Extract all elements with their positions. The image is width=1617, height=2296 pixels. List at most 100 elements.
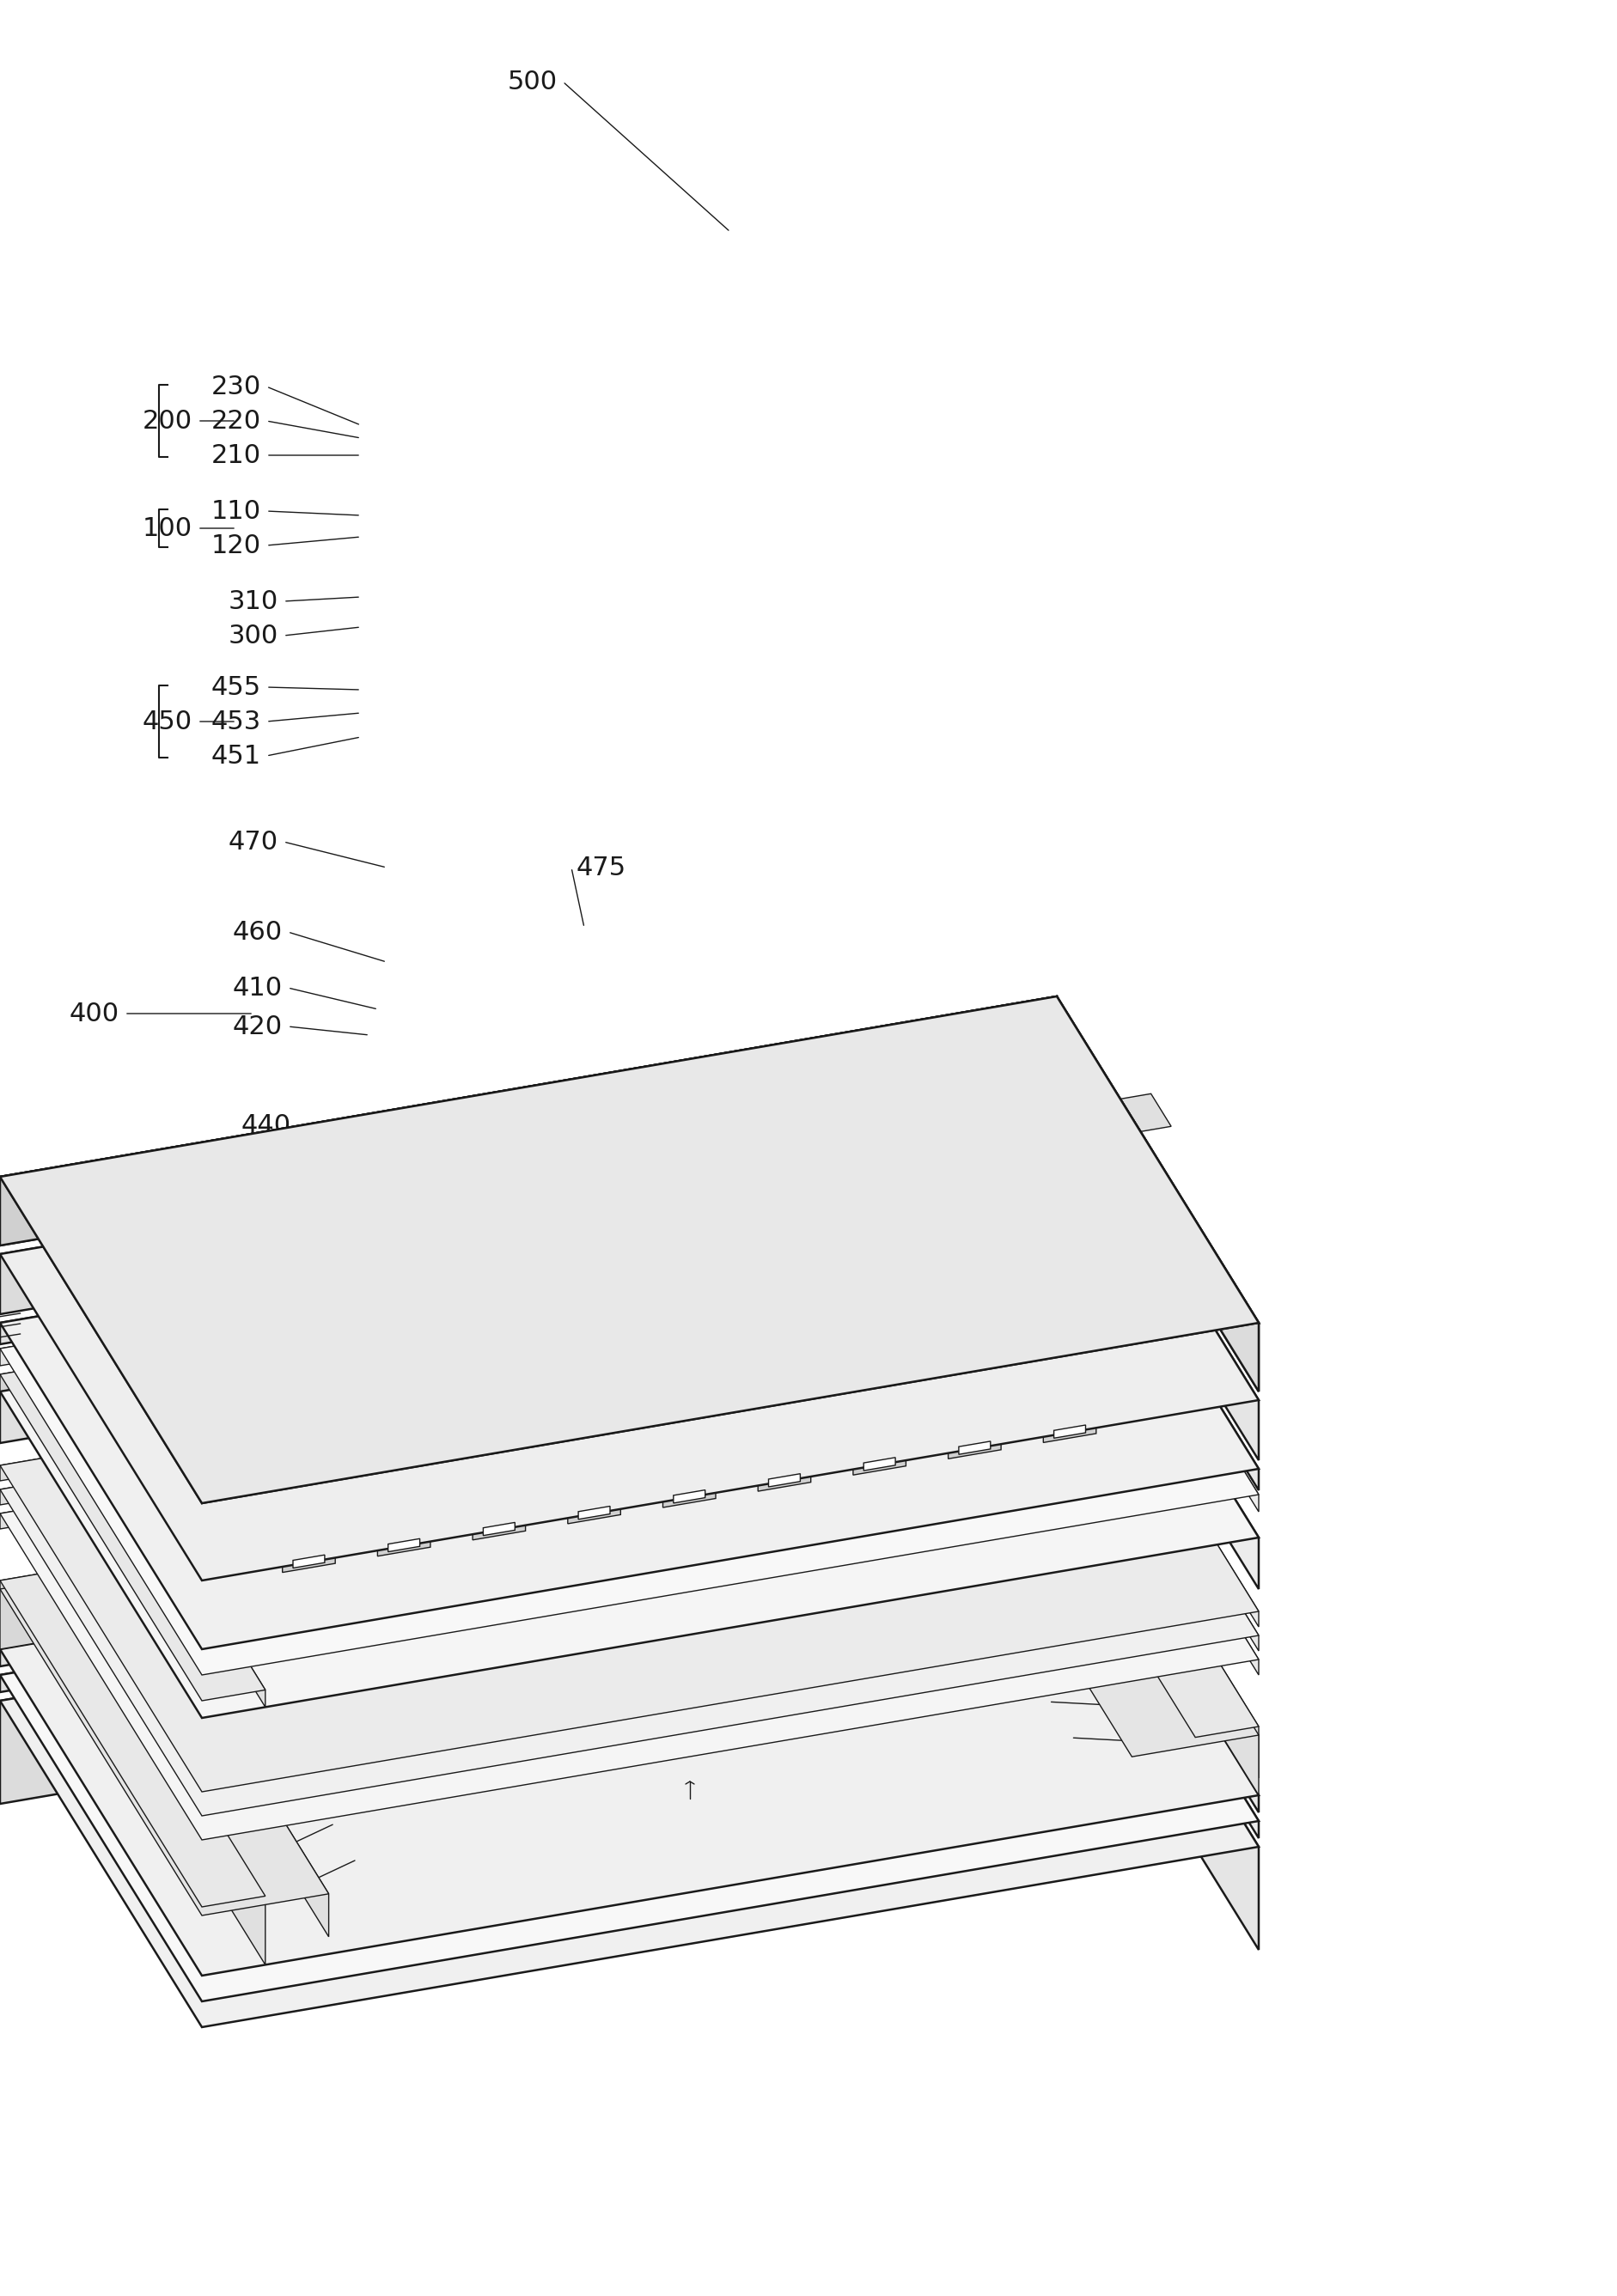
- Text: 450: 450: [142, 709, 192, 735]
- Polygon shape: [930, 1410, 1058, 1474]
- Polygon shape: [0, 1568, 328, 1915]
- Polygon shape: [183, 1694, 1197, 1906]
- Polygon shape: [1058, 996, 1258, 1391]
- Polygon shape: [483, 1522, 514, 1536]
- Polygon shape: [854, 1453, 906, 1474]
- Polygon shape: [1058, 1286, 1258, 1628]
- Polygon shape: [0, 1286, 1258, 1791]
- Text: 440: 440: [241, 1114, 291, 1139]
- Text: 451: 451: [212, 744, 262, 769]
- Polygon shape: [472, 1518, 526, 1541]
- Text: 110: 110: [212, 498, 262, 523]
- Text: 310: 310: [228, 588, 278, 613]
- Polygon shape: [197, 1717, 1211, 1929]
- Text: 120: 120: [212, 533, 262, 558]
- Polygon shape: [388, 1538, 420, 1552]
- Text: 200: 200: [142, 409, 192, 434]
- Polygon shape: [568, 1502, 621, 1525]
- Polygon shape: [1058, 1334, 1258, 1676]
- Polygon shape: [283, 1550, 335, 1573]
- Polygon shape: [68, 1511, 1082, 1722]
- Polygon shape: [959, 1442, 991, 1453]
- Polygon shape: [210, 1740, 1226, 1952]
- Text: 210: 210: [212, 443, 262, 468]
- Polygon shape: [1058, 1495, 1258, 1839]
- Polygon shape: [0, 1364, 63, 1391]
- Polygon shape: [0, 1520, 1058, 1805]
- Text: 453: 453: [212, 709, 262, 735]
- Polygon shape: [63, 1364, 265, 1708]
- Polygon shape: [0, 1210, 1258, 1717]
- Polygon shape: [110, 1580, 1125, 1791]
- Polygon shape: [1058, 1210, 1258, 1589]
- Polygon shape: [1058, 1410, 1258, 1777]
- Polygon shape: [863, 1458, 896, 1472]
- Polygon shape: [0, 996, 1058, 1244]
- Polygon shape: [758, 1469, 810, 1490]
- Polygon shape: [0, 1169, 1058, 1366]
- Polygon shape: [0, 1495, 1258, 2002]
- Polygon shape: [1054, 1426, 1085, 1437]
- Polygon shape: [1009, 996, 1258, 1322]
- Polygon shape: [1058, 1401, 1258, 1795]
- Text: 420: 420: [233, 1015, 283, 1038]
- Polygon shape: [948, 1437, 1001, 1458]
- Text: 400: 400: [70, 1001, 120, 1026]
- Text: 300: 300: [228, 622, 278, 647]
- Polygon shape: [0, 1143, 1058, 1343]
- Polygon shape: [0, 996, 1058, 1192]
- Polygon shape: [126, 1568, 328, 1938]
- Polygon shape: [125, 1603, 1140, 1814]
- Polygon shape: [63, 1570, 265, 1965]
- Polygon shape: [202, 1306, 1258, 1504]
- Polygon shape: [97, 1557, 1111, 1768]
- Polygon shape: [1058, 1469, 1258, 1812]
- Polygon shape: [768, 1474, 800, 1488]
- Polygon shape: [930, 1410, 1258, 1756]
- Polygon shape: [293, 1554, 325, 1568]
- Polygon shape: [0, 1568, 126, 1632]
- Text: 475: 475: [577, 854, 626, 879]
- Text: 600: 600: [207, 1224, 257, 1249]
- Text: 455: 455: [212, 675, 262, 700]
- Text: 220: 220: [212, 409, 262, 434]
- Polygon shape: [1058, 1309, 1258, 1651]
- Polygon shape: [1058, 996, 1258, 1391]
- Polygon shape: [0, 1334, 1258, 1839]
- Polygon shape: [0, 1286, 1058, 1481]
- Polygon shape: [0, 1495, 1058, 1692]
- Polygon shape: [0, 1210, 1058, 1444]
- Text: 470: 470: [228, 829, 278, 854]
- Polygon shape: [1043, 1421, 1096, 1442]
- Polygon shape: [0, 1075, 1258, 1580]
- Text: 433: 433: [464, 1336, 514, 1362]
- Polygon shape: [1058, 1520, 1258, 1949]
- Polygon shape: [0, 1469, 1058, 1667]
- Polygon shape: [0, 1309, 1058, 1504]
- Text: 460: 460: [233, 918, 283, 944]
- Polygon shape: [993, 1401, 1058, 1479]
- Text: 230: 230: [212, 374, 262, 400]
- Polygon shape: [1058, 1075, 1258, 1460]
- Polygon shape: [0, 1143, 1258, 1649]
- Polygon shape: [0, 1364, 265, 1701]
- Polygon shape: [53, 1488, 1067, 1697]
- Polygon shape: [139, 1626, 1155, 1837]
- Polygon shape: [377, 1534, 430, 1557]
- Polygon shape: [79, 1033, 1179, 1467]
- Polygon shape: [1058, 1169, 1258, 1511]
- Polygon shape: [0, 1334, 1058, 1529]
- Polygon shape: [0, 1570, 265, 1908]
- Polygon shape: [1098, 1093, 1171, 1137]
- Polygon shape: [1067, 1159, 1087, 1212]
- Polygon shape: [993, 1401, 1258, 1738]
- Polygon shape: [673, 1490, 705, 1504]
- Polygon shape: [0, 1309, 1258, 1816]
- Polygon shape: [82, 1534, 1096, 1745]
- Text: 431: 431: [534, 1371, 584, 1396]
- Polygon shape: [168, 1671, 1182, 1883]
- Polygon shape: [1058, 1143, 1258, 1490]
- Polygon shape: [0, 1469, 1258, 1975]
- Polygon shape: [0, 1169, 1258, 1676]
- Polygon shape: [0, 1075, 1058, 1313]
